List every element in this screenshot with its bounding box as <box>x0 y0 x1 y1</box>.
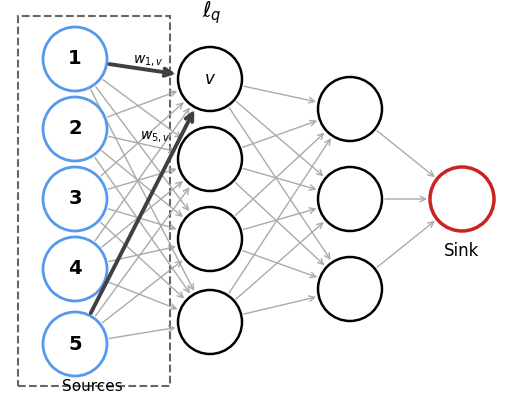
Text: $\ell_q$: $\ell_q$ <box>202 0 222 26</box>
Circle shape <box>43 167 107 231</box>
Circle shape <box>178 207 242 271</box>
Circle shape <box>178 47 242 111</box>
Circle shape <box>318 167 382 231</box>
Circle shape <box>43 97 107 161</box>
Text: $w_{5,v}$: $w_{5,v}$ <box>140 130 170 145</box>
Text: v: v <box>205 70 215 88</box>
Text: 2: 2 <box>68 120 82 139</box>
Circle shape <box>430 167 494 231</box>
Circle shape <box>178 127 242 191</box>
Text: 4: 4 <box>68 259 82 278</box>
Text: 5: 5 <box>68 335 82 354</box>
Circle shape <box>318 257 382 321</box>
Circle shape <box>43 237 107 301</box>
Text: 1: 1 <box>68 50 82 69</box>
Text: Sink: Sink <box>444 242 480 260</box>
Text: Sources: Sources <box>62 379 122 394</box>
Circle shape <box>318 77 382 141</box>
Text: $w_{1,v}$: $w_{1,v}$ <box>133 53 163 69</box>
Circle shape <box>43 312 107 376</box>
Circle shape <box>43 27 107 91</box>
Circle shape <box>178 290 242 354</box>
Text: 3: 3 <box>68 189 82 208</box>
